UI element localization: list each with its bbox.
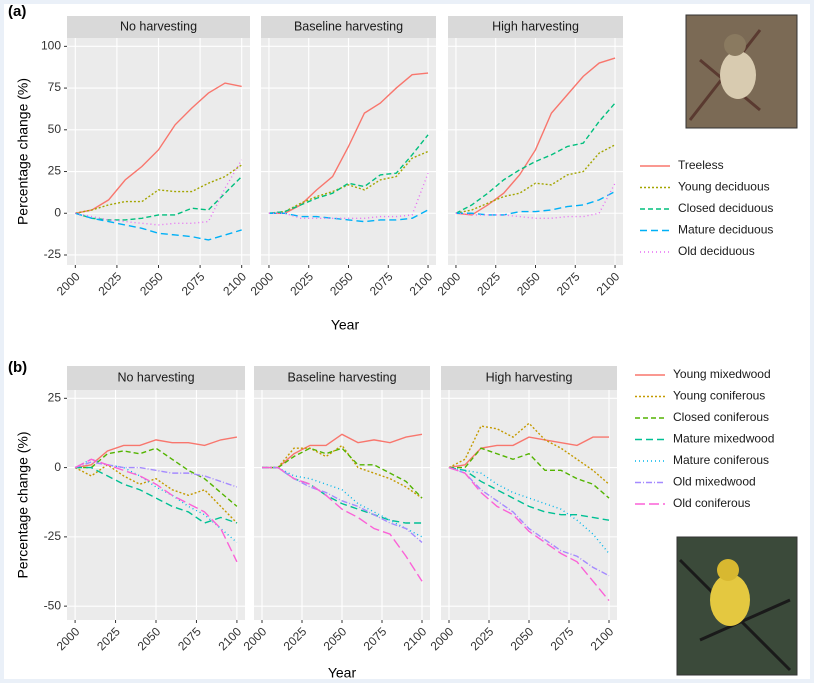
series-line [455,190,616,216]
series-line [75,82,242,214]
bird-body [710,574,750,626]
series-line [75,466,238,524]
legend-label: Mature mixedwood [673,432,774,446]
y-tick-label: 25 [48,164,62,178]
y-tick-label: -25 [44,247,62,261]
strip [441,366,617,390]
series-line [448,466,610,602]
series-line [262,466,423,543]
legend-label: Old mixedwood [673,475,756,489]
panel-label: (a) [8,3,26,20]
facet-title: Baseline harvesting [294,19,403,33]
facet-title: No harvesting [120,19,197,33]
x-axis-label: Year [331,317,360,333]
y-tick-label: 25 [48,390,62,404]
series-line [74,461,238,488]
strip [67,366,245,390]
facet-title: High harvesting [486,370,573,384]
series-line [268,150,429,214]
series-line [448,466,610,577]
series-line [455,102,616,214]
series-line [455,57,616,216]
series-line [262,433,423,469]
bird-body [720,51,756,99]
legend-label: Closed deciduous [678,201,773,215]
series-line [74,458,238,543]
legend-label: Old deciduous [678,244,755,258]
series-line [448,466,610,521]
series-line [74,458,238,563]
series-line [75,212,242,241]
strip [261,16,436,38]
series-line [268,172,429,219]
legend-label: Young coniferous [673,389,765,403]
series-line [75,164,243,214]
bird-head [717,559,739,581]
series-line [262,466,423,538]
facet-title: High harvesting [492,19,579,33]
legend-label: Old coniferous [673,496,750,510]
y-axis-label: Percentage change (%) [15,78,31,225]
series-line [262,447,423,499]
series-line [74,463,238,524]
strip [67,16,250,38]
series-line [268,209,429,223]
series-line [75,159,243,226]
photo-warbler [676,536,798,676]
y-tick-label: 100 [41,39,61,53]
series-line [262,444,423,499]
series-line [448,422,610,485]
legend-label: Mature coniferous [673,453,769,467]
y-tick-label: -25 [44,529,62,543]
series-line [262,466,423,582]
y-tick-label: 0 [54,205,61,219]
legend-label: Young mixedwood [673,367,771,381]
series-line [455,144,616,214]
facet-title: No harvesting [117,370,194,384]
bird-head [724,34,746,56]
legend-label: Closed coniferous [673,410,769,424]
series-line [268,134,429,214]
y-tick-label: -50 [44,598,62,612]
y-tick-label: 0 [54,460,61,474]
x-axis-label: Year [328,665,357,681]
facet-title: Baseline harvesting [287,370,396,384]
legend-label: Treeless [678,158,724,172]
strip [254,366,430,390]
strip [448,16,623,38]
series-line [74,436,238,469]
series-line [449,447,610,499]
y-tick-label: 75 [48,80,62,94]
legend-label: Young deciduous [678,180,770,194]
panel-label: (b) [8,359,27,376]
y-tick-label: 50 [48,122,62,136]
photo-sparrow [685,14,798,129]
legend-label: Mature deciduous [678,223,773,237]
y-axis-label: Percentage change (%) [15,431,31,578]
